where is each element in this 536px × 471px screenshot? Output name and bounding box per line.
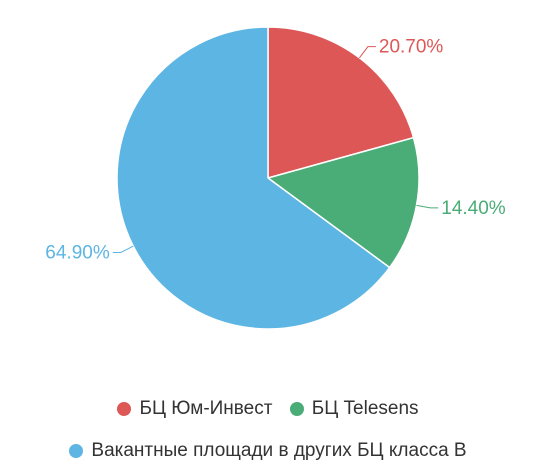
legend-item-vacant[interactable]: Вакантные площади в других БЦ класса В: [69, 440, 467, 462]
data-label-telesens: 14.40%: [441, 198, 506, 219]
pie-data-labels: 20.70% 14.40% 64.90%: [45, 37, 506, 264]
legend-row-1: БЦ Юм-Инвест БЦ Telesens: [0, 398, 536, 422]
leader-line: [112, 245, 134, 253]
legend-label: Вакантные площади в других БЦ класса В: [91, 440, 467, 461]
legend-marker-icon: [69, 444, 84, 458]
legend-marker-icon: [117, 402, 132, 416]
leader-line: [359, 46, 376, 59]
legend-label: БЦ Юм-Инвест: [139, 398, 273, 419]
pie-slice-yum-invest[interactable]: [267, 26, 415, 179]
data-label-vacant: 64.90%: [45, 242, 110, 263]
legend-marker-icon: [289, 402, 304, 416]
pie-slices: [116, 26, 420, 330]
pie-slice-telesens[interactable]: [266, 136, 420, 269]
leader-line: [416, 204, 439, 209]
data-label-yum-invest: 20.70%: [379, 37, 444, 58]
legend-item-yum-invest[interactable]: БЦ Юм-Инвест: [117, 398, 272, 420]
legend-label: БЦ Telesens: [311, 398, 419, 419]
legend-row-2: Вакантные площади в других БЦ класса В: [0, 440, 536, 464]
legend-item-telesens[interactable]: БЦ Telesens: [289, 398, 419, 420]
pie-slice-vacant[interactable]: [116, 26, 391, 330]
pie-leader-lines: [112, 46, 439, 253]
pie-chart: 20.70% 14.40% 64.90%: [45, 26, 506, 330]
